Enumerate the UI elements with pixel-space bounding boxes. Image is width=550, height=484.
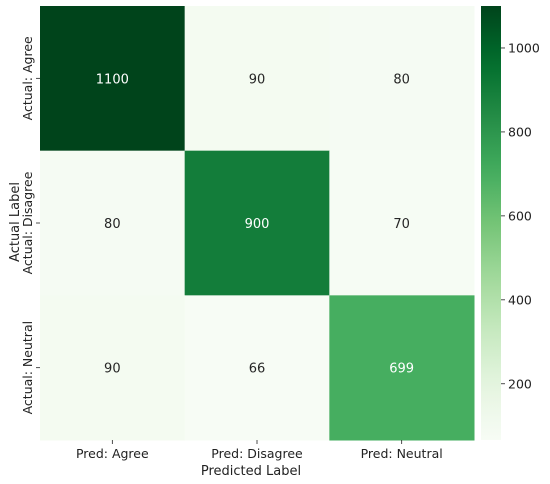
x-tick-label: Pred: Neutral [361,446,443,461]
x-tick-label: Pred: Agree [76,446,149,461]
cell-value-label: 1100 [96,72,129,87]
cell-value-label: 80 [104,217,121,232]
heatmap-cell [40,6,186,152]
heatmap-cells [40,6,475,441]
y-tick-label: Actual: Neutral [20,321,35,414]
colorbar-tick-label: 600 [508,208,532,223]
colorbar [481,6,501,440]
x-axis-ticks: Pred: Agree Pred: Disagree Pred: Neutral [76,440,443,461]
x-tick-label: Pred: Disagree [211,446,303,461]
colorbar-ticks: 200 400 600 800 1000 [501,40,540,391]
cell-value-label: 66 [249,362,266,377]
cell-value-labels: 1100 90 80 80 900 70 90 66 699 [96,72,414,376]
cell-value-label: 70 [393,217,410,232]
y-axis-ticks: Actual: Agree Actual: Disagree Actual: Neu… [20,36,40,414]
x-axis-label: Predicted Label [201,464,301,479]
heatmap-cell [40,295,186,441]
colorbar-tick-label: 400 [508,292,532,307]
heatmap-cell [329,6,475,152]
cell-value-label: 80 [393,72,410,87]
y-tick-label: Actual: Agree [20,36,35,120]
heatmap-cell [184,150,330,296]
heatmap-cell [184,295,330,441]
y-tick-label: Actual: Disagree [20,171,35,274]
heatmap-cell [329,295,475,441]
heatmap-cell [40,150,186,296]
cell-value-label: 90 [104,362,121,377]
y-axis-label: Actual Label [8,182,23,262]
cell-value-label: 900 [245,217,270,232]
cell-value-label: 90 [249,72,266,87]
colorbar-tick-label: 800 [508,124,532,139]
heatmap-cell [329,150,475,296]
cell-value-label: 699 [389,362,414,377]
colorbar-tick-label: 1000 [508,40,540,55]
heatmap-cell [184,6,330,152]
colorbar-tick-label: 200 [508,376,532,391]
